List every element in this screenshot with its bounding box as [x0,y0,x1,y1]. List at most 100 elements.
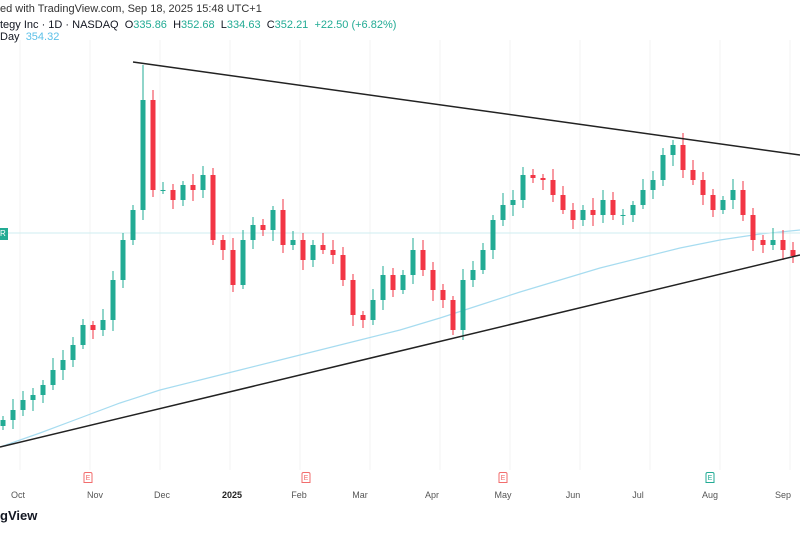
price-badge: R [0,228,8,240]
candle-body [660,155,666,180]
open-value: 335.86 [133,19,167,31]
x-tick-label: Sep [774,490,792,500]
candle-body [390,275,396,290]
candle-body [500,205,506,220]
candle-body [350,280,356,315]
candle-body [490,220,496,250]
candle-body [520,175,526,200]
candle-body [230,250,236,285]
ma-legend: Day 354.32 [0,31,59,43]
candle-body [270,210,276,230]
candle-body [290,240,296,245]
candle-body [370,300,376,320]
tradingview-logo: gView [0,508,38,523]
candle-body [470,270,476,280]
close-label: C [266,19,275,31]
candle-body [280,210,286,245]
candle-body [750,215,756,240]
x-tick-label: Jun [565,490,581,500]
change-value: +22.50 (+6.82%) [314,19,397,31]
candle-body [630,205,636,215]
candle-body [590,210,596,215]
candle-body [400,275,406,290]
candle-body [100,320,106,330]
moving-average-line [0,229,800,448]
candle-body [420,250,426,270]
ma-label: Day [0,31,20,43]
earnings-icon[interactable]: E [301,472,311,483]
candle-body [50,370,56,385]
candle-body [790,250,796,256]
candle-body [480,250,486,270]
candle-body [640,190,646,205]
candle-body [690,170,696,180]
candle-body [240,240,246,285]
candle-body [260,225,266,230]
candle-body [130,210,136,240]
x-tick-label: Nov [86,490,104,500]
candle-body [620,215,626,216]
high-value: 352.68 [181,19,215,31]
candle-body [320,245,326,250]
candle-body [600,200,606,215]
candle-body [530,175,536,178]
candle-body [760,240,766,245]
candle-body [670,145,676,155]
earnings-icon[interactable]: E [498,472,508,483]
x-tick-label: Feb [291,490,307,500]
candle-body [540,178,546,180]
candle-body [710,195,716,210]
x-tick-label: Apr [424,490,440,500]
x-tick-label: May [494,490,512,500]
candle-body [120,240,126,280]
candle-body [410,250,416,275]
x-tick-label: Mar [352,490,368,500]
candle-body [110,280,116,320]
candle-body [430,270,436,290]
candle-body [20,400,26,410]
candle-body [510,200,516,205]
candle-body [460,280,466,330]
candle-body [180,185,186,200]
candle-body [210,175,216,240]
x-tick-label: Aug [701,490,719,500]
candle-body [150,100,156,190]
candle-body [160,190,166,191]
candle-body [190,185,196,190]
candle-body [550,180,556,195]
open-label: O [124,19,134,31]
ma-value: 354.32 [25,31,60,43]
candle-body [380,275,386,300]
candle-body [170,190,176,200]
candle-body [220,240,226,250]
candle-body [450,300,456,330]
candle-body [10,410,16,420]
x-tick-label: Jul [632,490,644,500]
candle-body [250,225,256,240]
candle-body [330,250,336,255]
candle-body [770,240,776,245]
candle-body [570,210,576,220]
candle-body [300,240,306,260]
close-value: 352.21 [274,19,309,31]
candle-body [700,180,706,195]
candle-body [0,420,6,426]
x-tick-label: Oct [10,490,26,500]
earnings-icon[interactable]: E [705,472,715,483]
candle-body [340,255,346,280]
candle-body [740,190,746,215]
trendline-upper [132,61,800,156]
trendline-lower [0,254,800,448]
high-label: H [173,19,182,31]
candle-body [680,145,686,170]
candle-body [650,180,656,190]
x-tick-label: 2025 [221,490,243,500]
candle-body [90,325,96,330]
earnings-icon[interactable]: E [83,472,93,483]
published-info: ed with TradingView.com, Sep 18, 2025 15… [0,3,262,15]
candle-body [40,385,46,395]
candle-body [730,190,736,200]
candle-body [200,175,206,190]
candle-body [610,200,616,215]
